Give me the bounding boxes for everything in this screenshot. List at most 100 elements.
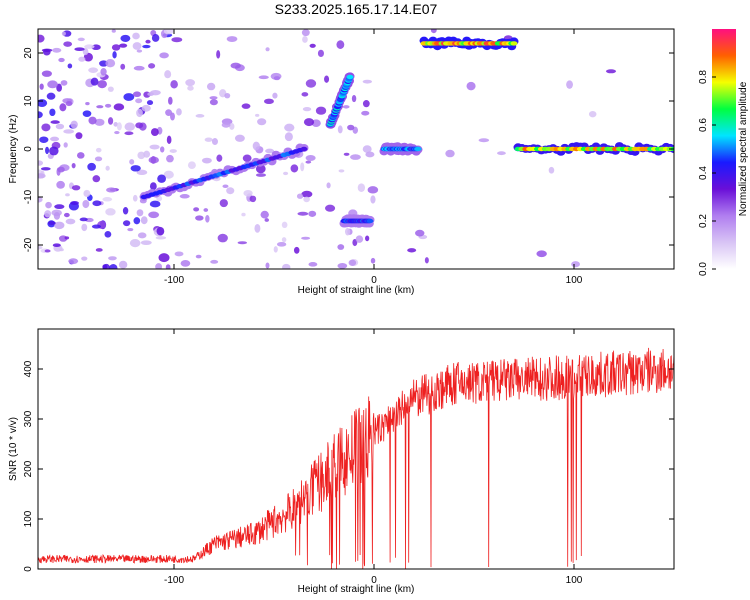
heatmap-blob [284, 123, 295, 132]
heatmap-blob [588, 110, 597, 118]
heatmap-blob [88, 67, 99, 73]
heatmap-blob [224, 92, 231, 99]
heatmap-blob [71, 162, 76, 169]
heatmap-blob [205, 215, 210, 223]
heatmap-blob [201, 157, 212, 164]
heatmap-blob [302, 107, 312, 112]
heatmap-blob [88, 116, 97, 125]
heatmap-blob [112, 51, 117, 59]
heatmap-blob [55, 123, 65, 130]
heatmap-blob [325, 204, 336, 212]
heatmap-blob [39, 136, 49, 143]
heatmap-blob [129, 239, 141, 248]
heatmap-blob [67, 63, 73, 69]
x-tick-label: -100 [164, 575, 184, 586]
heatmap-blob [209, 99, 218, 106]
heatmap-blob [355, 235, 364, 243]
heatmap-blob [361, 110, 370, 116]
spectrogram-y-label: Frequency (Hz) [8, 115, 19, 184]
heatmap-blob [300, 162, 305, 172]
heatmap-blob [317, 49, 324, 58]
heatmap-blob [187, 85, 194, 91]
heatmap-blob [156, 226, 165, 236]
heatmap-blob [140, 216, 148, 225]
heatmap-blob [107, 86, 114, 92]
heatmap-blob [60, 80, 68, 86]
heatmap-blob [100, 67, 107, 76]
heatmap-blob [38, 160, 44, 166]
heatmap-blob [118, 260, 128, 269]
heatmap-blob [276, 241, 287, 247]
heatmap-blob [129, 159, 135, 165]
heatmap-blob [273, 246, 278, 253]
heatmap-blob [52, 243, 61, 248]
heatmap-blob [137, 232, 147, 239]
heatmap-blob [204, 137, 213, 142]
heatmap-blob [53, 211, 61, 220]
heatmap-blob [282, 263, 291, 269]
y-tick-label: 400 [23, 360, 34, 377]
heatmap-blob [255, 164, 266, 174]
heatmap-blob [150, 156, 157, 164]
heatmap-blob [92, 200, 102, 207]
colorbar-tick-label: 0.6 [698, 118, 709, 132]
heatmap-blob [143, 150, 151, 158]
heatmap-blob [68, 258, 79, 265]
snr-frame [37, 328, 675, 570]
heatmap-blob [91, 224, 101, 229]
snr-x-label: Height of straight line (km) [298, 584, 415, 595]
heatmap-blob [47, 80, 58, 89]
heatmap-blob [229, 123, 235, 130]
x-tick-label: 100 [566, 575, 583, 586]
heatmap-blob [135, 98, 143, 104]
heatmap-blob [50, 120, 60, 124]
heatmap-blob [157, 174, 167, 183]
heatmap-blob [130, 165, 141, 172]
heatmap-blob [301, 190, 313, 198]
heatmap-blob [293, 246, 300, 254]
heatmap-blob [255, 173, 267, 177]
heatmap-blob [365, 151, 375, 158]
heatmap-blob [301, 92, 309, 97]
heatmap-blob [83, 189, 91, 198]
heatmap-blob [119, 43, 128, 48]
heatmap-blob [84, 44, 95, 49]
heatmap-blob [264, 218, 270, 222]
heatmap-blob [124, 131, 134, 136]
heatmap-blob [105, 165, 110, 171]
heatmap-blob [95, 147, 102, 153]
heatmap-blob [133, 217, 141, 225]
heatmap-blob [160, 146, 165, 153]
heatmap-blob [187, 161, 196, 170]
y-tick-label: 20 [23, 47, 34, 59]
heatmap-blob [38, 196, 43, 203]
heatmap-blob [272, 92, 278, 99]
heatmap-blob [219, 199, 228, 208]
heatmap-blob [102, 263, 111, 269]
heatmap-blob [344, 227, 351, 236]
heatmap-blob [301, 236, 311, 240]
heatmap-blob [105, 58, 116, 68]
heatmap-blob [290, 164, 299, 173]
heatmap-blob [174, 251, 184, 257]
heatmap-blob [336, 40, 345, 49]
y-tick-label: 300 [23, 410, 34, 427]
heatmap-blob [38, 173, 46, 179]
heatmap-layer [38, 29, 674, 269]
heatmap-blob [241, 103, 251, 109]
heatmap-blob [308, 262, 318, 267]
heatmap-blob [217, 233, 228, 243]
y-tick-label: -20 [23, 237, 34, 252]
heatmap-blob [203, 208, 209, 212]
heatmap-blob [45, 201, 52, 209]
heatmap-blob [116, 122, 122, 131]
heatmap-blob [140, 240, 152, 246]
spectrogram-x-label: Height of straight line (km) [298, 285, 415, 296]
heatmap-blob [44, 249, 51, 253]
heatmap-blob [158, 253, 170, 263]
heatmap-blob [150, 90, 161, 96]
colorbar-ticks: 0.0 0.2 0.4 0.6 0.8 [698, 70, 716, 276]
heatmap-blob [210, 259, 219, 264]
heatmap-blob [297, 211, 309, 216]
